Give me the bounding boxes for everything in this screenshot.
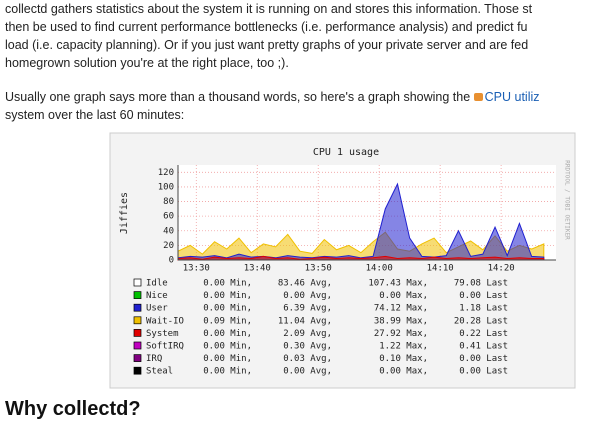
graph: CPU 1 usage Jiffies RRDTOOL / TOBI OETIK… [109, 132, 576, 389]
legend-swatch [133, 303, 142, 312]
legend-swatch [133, 291, 142, 299]
series-area [177, 182, 545, 261]
legend-swatch [133, 366, 142, 375]
legend-stat: 0.00 Min, [203, 304, 252, 314]
text-line: system over the last 60 minutes: [5, 108, 185, 122]
legend-label: System [146, 329, 179, 339]
legend-label: User [146, 304, 168, 314]
legend-stat: 0.00 Max, [379, 291, 428, 301]
legend-label: Nice [146, 291, 168, 301]
y-tick-label: 60 [163, 212, 174, 222]
text: Usually one graph says more than a thous… [5, 90, 474, 104]
legend-stat: 0.00 Min, [203, 279, 252, 289]
legend-stat: 79.08 Last [454, 279, 508, 289]
legend-stat: 38.99 Max, [374, 316, 428, 326]
x-tick-label: 14:20 [488, 264, 515, 274]
legend-stat: 27.92 Max, [374, 329, 428, 339]
legend-swatch [133, 329, 142, 337]
legend-stat: 6.39 Avg, [283, 304, 332, 314]
legend-stat: 0.41 Last [459, 342, 508, 352]
legend-stat: 0.03 Avg, [283, 354, 332, 364]
legend-label: SoftIRQ [146, 342, 184, 352]
legend-stat: 0.00 Avg, [283, 291, 332, 301]
legend-label: Steal [146, 367, 173, 377]
legend-stat: 0.00 Last [459, 354, 508, 364]
legend-stat: 2.09 Avg, [283, 329, 332, 339]
legend-stat: 107.43 Max, [368, 279, 428, 289]
legend-stat: 0.00 Avg, [283, 367, 332, 377]
legend-swatch [133, 341, 142, 350]
x-tick-label: 13:30 [183, 264, 210, 274]
x-tick-label: 13:40 [244, 264, 271, 274]
y-tick-label: 0 [169, 256, 174, 266]
text-line: then be used to find current performance… [5, 20, 528, 34]
graph-title: CPU 1 usage [313, 147, 379, 158]
y-tick-label: 80 [163, 197, 174, 207]
legend-stat: 20.28 Last [454, 316, 508, 326]
x-tick-label: 13:50 [305, 264, 332, 274]
y-tick-label: 100 [158, 182, 174, 192]
legend-swatch [133, 354, 142, 362]
text-line: Usually one graph says more than a thous… [5, 90, 600, 104]
y-tick-label: 120 [158, 168, 174, 178]
legend-stat: 0.00 Min, [203, 329, 252, 339]
legend-stat: 0.00 Min, [203, 342, 252, 352]
legend-stat: 0.00 Last [459, 367, 508, 377]
legend-stat: 0.00 Min, [203, 291, 252, 301]
y-tick-label: 40 [163, 226, 174, 236]
legend-stat: 0.00 Min, [203, 367, 252, 377]
watermark: RRDTOOL / TOBI OETIKER [564, 160, 571, 240]
text-line: homegrown solution you're at the right p… [5, 56, 289, 70]
legend-stat: 83.46 Avg, [278, 279, 332, 289]
legend-stat: 1.22 Max, [379, 342, 428, 352]
x-tick-label: 14:00 [366, 264, 393, 274]
series-area [177, 255, 545, 261]
legend-stat: 0.30 Avg, [283, 342, 332, 352]
legend-swatch [133, 316, 142, 325]
legend-stat: 0.00 Min, [203, 354, 252, 364]
legend-label: Wait-IO [146, 316, 184, 326]
legend-stat: 0.00 Last [459, 291, 508, 301]
link-icon [473, 93, 483, 101]
legend-label: IRQ [146, 354, 162, 364]
legend-swatch [133, 278, 142, 287]
y-tick-label: 20 [163, 241, 174, 251]
legend-stat: 0.22 Last [459, 329, 508, 339]
legend-stat: 74.12 Max, [374, 304, 428, 314]
text-line: collectd gathers statistics about the sy… [5, 2, 533, 16]
legend-label: Idle [146, 279, 168, 289]
legend-stat: 1.18 Last [459, 304, 508, 314]
legend-stat: 11.04 Avg, [278, 316, 332, 326]
x-tick-label: 14:10 [427, 264, 454, 274]
legend-stat: 0.10 Max, [379, 354, 428, 364]
text-line: load (i.e. capacity planning). Or if you… [5, 38, 529, 52]
legend-stat: 0.09 Min, [203, 316, 252, 326]
heading: Why collectd? [5, 398, 141, 420]
link[interactable]: CPU utiliz [484, 90, 540, 104]
y-axis-label: Jiffies [119, 192, 130, 234]
legend-stat: 0.00 Max, [379, 367, 428, 377]
